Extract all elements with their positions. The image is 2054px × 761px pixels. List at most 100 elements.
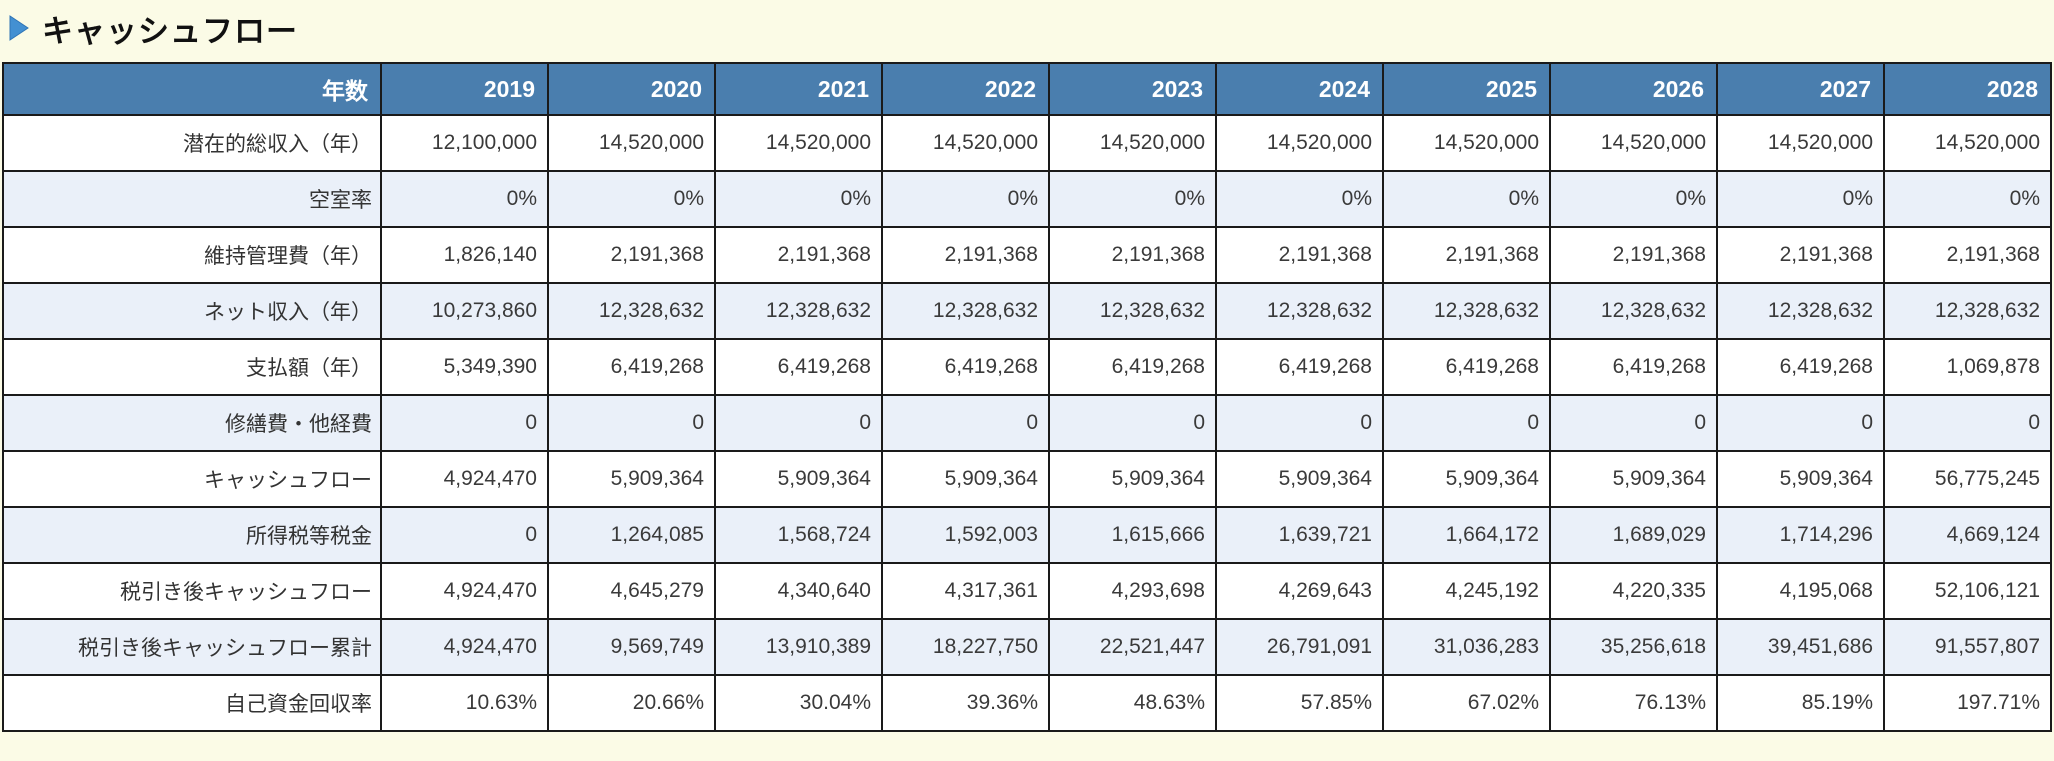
table-cell: 4,924,470 <box>380 562 549 620</box>
table-row: ネット収入（年） 10,273,860 12,328,632 12,328,632 12… <box>2 282 2052 340</box>
table-cell: 12,328,632 <box>1048 282 1217 340</box>
table-cell: 6,419,268 <box>1382 338 1551 396</box>
table-row: 税引き後キャッシュフロー 4,924,470 4,645,279 4,340,640 4… <box>2 562 2052 620</box>
row-label: 税引き後キャッシュフロー累計 <box>2 618 382 676</box>
table-cell: 26,791,091 <box>1215 618 1384 676</box>
table-cell: 22,521,447 <box>1048 618 1217 676</box>
year-header-cell: 2021 <box>714 62 883 116</box>
table-cell: 1,689,029 <box>1549 506 1718 564</box>
table-cell: 1,615,666 <box>1048 506 1217 564</box>
table-row: キャッシュフロー 4,924,470 5,909,364 5,909,364 5,909… <box>2 450 2052 508</box>
table-cell: 5,909,364 <box>1048 450 1217 508</box>
table-cell: 12,328,632 <box>1215 282 1384 340</box>
row-label: 税引き後キャッシュフロー <box>2 562 382 620</box>
table-cell: 4,195,068 <box>1716 562 1885 620</box>
table-cell: 76.13% <box>1549 674 1718 732</box>
table-cell: 0 <box>547 394 716 452</box>
table-cell: 2,191,368 <box>1883 226 2052 284</box>
table-cell: 197.71% <box>1883 674 2052 732</box>
table-cell: 0 <box>881 394 1050 452</box>
table-cell: 1,639,721 <box>1215 506 1384 564</box>
table-cell: 39,451,686 <box>1716 618 1885 676</box>
table-cell: 4,645,279 <box>547 562 716 620</box>
table-cell: 14,520,000 <box>1716 114 1885 172</box>
row-label: 修繕費・他経費 <box>2 394 382 452</box>
table-cell: 5,909,364 <box>714 450 883 508</box>
table-cell: 18,227,750 <box>881 618 1050 676</box>
table-cell: 4,220,335 <box>1549 562 1718 620</box>
table-cell: 4,317,361 <box>881 562 1050 620</box>
table-cell: 4,924,470 <box>380 450 549 508</box>
row-label: 自己資金回収率 <box>2 674 382 732</box>
table-cell: 0 <box>1883 394 2052 452</box>
table-cell: 1,069,878 <box>1883 338 2052 396</box>
table-cell: 6,419,268 <box>1549 338 1718 396</box>
table-cell: 5,909,364 <box>1382 450 1551 508</box>
table-cell: 35,256,618 <box>1549 618 1718 676</box>
year-header-cell: 2028 <box>1883 62 2052 116</box>
table-cell: 1,592,003 <box>881 506 1050 564</box>
table-cell: 6,419,268 <box>881 338 1050 396</box>
table-cell: 0 <box>1215 394 1384 452</box>
table-cell: 0% <box>1382 170 1551 228</box>
table-cell: 5,909,364 <box>547 450 716 508</box>
year-header-cell: 2027 <box>1716 62 1885 116</box>
table-cell: 67.02% <box>1382 674 1551 732</box>
table-cell: 2,191,368 <box>1716 226 1885 284</box>
table-cell: 12,100,000 <box>380 114 549 172</box>
table-cell: 0% <box>1883 170 2052 228</box>
row-label: 支払額（年） <box>2 338 382 396</box>
row-label: キャッシュフロー <box>2 450 382 508</box>
table-cell: 14,520,000 <box>1883 114 2052 172</box>
table-cell: 91,557,807 <box>1883 618 2052 676</box>
table-cell: 10,273,860 <box>380 282 549 340</box>
table-cell: 12,328,632 <box>1716 282 1885 340</box>
table-cell: 12,328,632 <box>1382 282 1551 340</box>
table-cell: 2,191,368 <box>1215 226 1384 284</box>
row-label: 維持管理費（年） <box>2 226 382 284</box>
table-row: 自己資金回収率 10.63% 20.66% 30.04% 39.36% 48.63% 57.… <box>2 674 2052 732</box>
table-cell: 2,191,368 <box>881 226 1050 284</box>
year-header-cell: 2024 <box>1215 62 1384 116</box>
table-cell: 5,909,364 <box>1716 450 1885 508</box>
table-cell: 57.85% <box>1215 674 1384 732</box>
table-cell: 1,826,140 <box>380 226 549 284</box>
year-header-cell: 2023 <box>1048 62 1217 116</box>
table-cell: 2,191,368 <box>547 226 716 284</box>
year-header-cell: 2020 <box>547 62 716 116</box>
table-cell: 12,328,632 <box>1883 282 2052 340</box>
year-header-cell: 2025 <box>1382 62 1551 116</box>
table-cell: 1,568,724 <box>714 506 883 564</box>
table-cell: 6,419,268 <box>1716 338 1885 396</box>
table-cell: 6,419,268 <box>714 338 883 396</box>
year-header-cell: 2019 <box>380 62 549 116</box>
table-cell: 14,520,000 <box>1215 114 1384 172</box>
table-row: 潜在的総収入（年） 12,100,000 14,520,000 14,520,000 1… <box>2 114 2052 172</box>
table-cell: 14,520,000 <box>881 114 1050 172</box>
table-cell: 0 <box>1716 394 1885 452</box>
table-cell: 0% <box>1549 170 1718 228</box>
table-row: 支払額（年） 5,349,390 6,419,268 6,419,268 6,419,2… <box>2 338 2052 396</box>
table-cell: 2,191,368 <box>1382 226 1551 284</box>
table-cell: 1,714,296 <box>1716 506 1885 564</box>
table-cell: 2,191,368 <box>1549 226 1718 284</box>
table-cell: 4,340,640 <box>714 562 883 620</box>
table-row: 修繕費・他経費 0 0 0 0 0 0 0 0 0 0 <box>2 394 2052 452</box>
table-cell: 4,245,192 <box>1382 562 1551 620</box>
table-cell: 5,909,364 <box>1549 450 1718 508</box>
table-cell: 12,328,632 <box>547 282 716 340</box>
table-cell: 0% <box>1048 170 1217 228</box>
table-cell: 9,569,749 <box>547 618 716 676</box>
section-title-bar: キャッシュフロー <box>8 6 298 50</box>
table-cell: 85.19% <box>1716 674 1885 732</box>
table-cell: 0 <box>714 394 883 452</box>
table-cell: 4,293,698 <box>1048 562 1217 620</box>
table-cell: 5,349,390 <box>380 338 549 396</box>
table-cell: 0 <box>1549 394 1718 452</box>
table-cell: 20.66% <box>547 674 716 732</box>
table-cell: 4,924,470 <box>380 618 549 676</box>
table-cell: 0% <box>1716 170 1885 228</box>
table-cell: 2,191,368 <box>1048 226 1217 284</box>
table-cell: 0% <box>881 170 1050 228</box>
